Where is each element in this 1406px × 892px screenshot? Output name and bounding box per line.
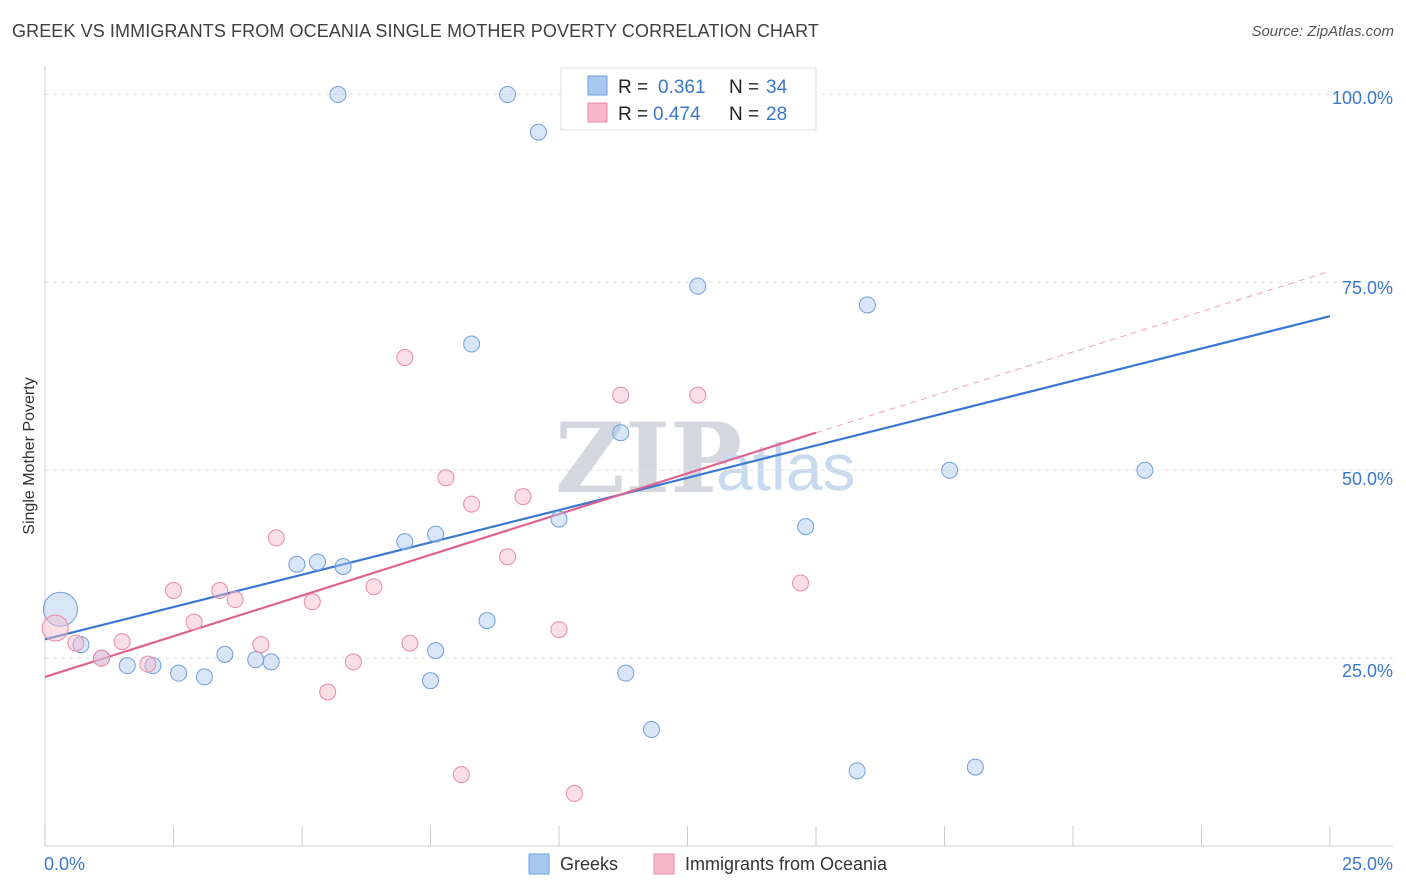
point-greeks — [966, 758, 984, 776]
point-greeks — [308, 553, 326, 571]
legend-n-value-oceania: 28 — [766, 104, 787, 125]
point-greeks — [463, 335, 481, 353]
point-oceania — [67, 634, 85, 652]
point-oceania — [113, 633, 131, 651]
point-greeks — [1136, 461, 1154, 479]
point-oceania — [452, 766, 470, 784]
point-oceania — [165, 582, 182, 600]
grid — [45, 94, 1393, 659]
point-oceania — [185, 613, 203, 631]
point-oceania — [565, 784, 583, 802]
bottom-legend: Greeks Immigrants from Oceania — [528, 853, 888, 875]
point-oceania — [612, 386, 630, 404]
point-oceania — [365, 578, 383, 596]
y-axis-label: Single Mother Poverty — [21, 377, 38, 534]
point-oceania — [401, 634, 419, 652]
legend-r-label-greeks: R = — [618, 77, 648, 98]
chart-title: GREEK VS IMMIGRANTS FROM OCEANIA SINGLE … — [12, 21, 819, 41]
point-greeks — [689, 277, 707, 295]
point-oceania — [41, 614, 69, 642]
point-greeks — [858, 296, 876, 314]
point-oceania — [303, 593, 321, 611]
point-greeks — [288, 555, 306, 573]
point-greeks — [422, 672, 439, 690]
bottom-legend-label-greeks: Greeks — [560, 854, 618, 874]
trendline-greeks — [44, 315, 1331, 641]
point-greeks — [334, 557, 352, 575]
point-greeks — [499, 86, 517, 104]
point-oceania — [689, 386, 707, 404]
point-greeks — [118, 657, 136, 675]
point-greeks — [550, 510, 568, 528]
y-tick-label-50: 50.0% — [1342, 469, 1393, 489]
point-oceania — [139, 655, 157, 673]
legend-swatch-oceania — [587, 102, 608, 123]
point-greeks — [396, 533, 414, 551]
point-greeks — [216, 645, 234, 663]
point-oceania — [319, 683, 337, 701]
point-oceania — [514, 488, 532, 506]
watermark-zip: ZIP — [555, 402, 742, 515]
point-greeks — [427, 642, 445, 660]
point-greeks — [195, 668, 213, 686]
point-greeks — [797, 518, 815, 536]
legend-r-value-oceania: 0.474 — [653, 104, 701, 125]
point-greeks — [478, 612, 496, 630]
point-greeks — [617, 664, 635, 682]
axes — [44, 66, 1393, 847]
data-points — [41, 86, 1154, 802]
point-greeks — [612, 424, 630, 442]
x-tick-label-max: 25.0% — [1342, 854, 1393, 874]
point-oceania — [499, 548, 517, 566]
legend-swatch-greeks — [587, 75, 608, 96]
point-oceania — [267, 529, 285, 547]
legend-n-value-greeks: 34 — [766, 77, 788, 98]
legend-n-label-oceania: N = — [729, 104, 759, 125]
point-oceania — [792, 574, 810, 592]
point-oceania — [437, 469, 455, 487]
point-greeks — [427, 525, 445, 543]
point-oceania — [252, 636, 270, 654]
trendlines — [44, 270, 1331, 678]
point-greeks — [247, 651, 265, 669]
point-greeks — [848, 762, 866, 780]
point-oceania — [396, 349, 414, 367]
y-tick-label-100: 100.0% — [1332, 88, 1393, 108]
point-oceania — [93, 649, 111, 667]
legend-r-value-greeks: 0.361 — [658, 77, 706, 98]
point-oceania — [344, 653, 362, 671]
trendline-oceania — [44, 431, 817, 678]
point-oceania — [463, 495, 481, 513]
y-tick-label-25: 25.0% — [1342, 661, 1393, 681]
point-greeks — [643, 721, 661, 739]
legend-n-label-greeks: N = — [729, 77, 759, 98]
bottom-legend-swatch-oceania — [653, 853, 675, 875]
x-tick-label-min: 0.0% — [44, 854, 85, 874]
point-greeks — [170, 664, 188, 682]
bottom-legend-swatch-greeks — [528, 853, 550, 875]
point-greeks — [42, 591, 78, 627]
point-greeks — [529, 123, 547, 141]
point-greeks — [329, 86, 347, 104]
point-greeks — [941, 461, 959, 479]
source-credit: Source: ZipAtlas.com — [1251, 23, 1394, 40]
point-oceania — [211, 582, 229, 600]
point-oceania — [226, 591, 244, 609]
point-greeks — [262, 653, 280, 671]
stats-legend: R = 0.361 N = 34 R = 0.474 N = 28 — [560, 67, 817, 131]
bottom-legend-label-oceania: Immigrants from Oceania — [685, 854, 888, 874]
y-tick-label-75: 75.0% — [1342, 278, 1393, 298]
point-oceania — [550, 621, 568, 639]
trendline-oceania-extension — [815, 270, 1331, 434]
legend-r-label-oceania: R = — [618, 104, 648, 125]
